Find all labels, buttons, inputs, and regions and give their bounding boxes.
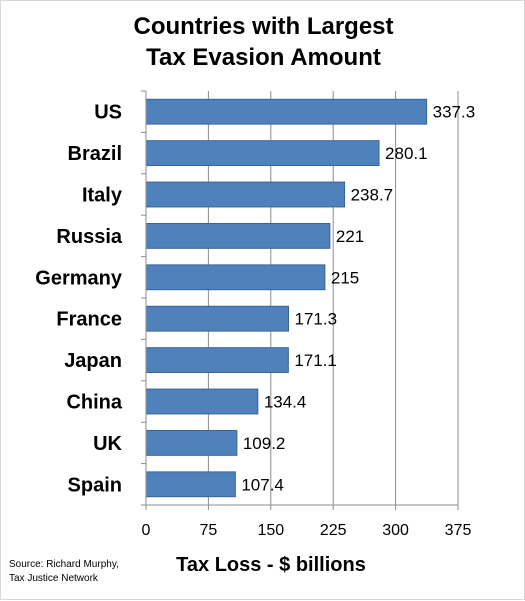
category-label-spain: Spain — [68, 474, 122, 496]
value-label-russia: 221 — [336, 227, 364, 246]
source-line-2: Tax Justice Network — [9, 573, 98, 584]
value-label-brazil: 280.1 — [385, 144, 428, 163]
bar-spain — [145, 471, 236, 498]
bar-italy — [145, 181, 346, 208]
x-tick-label-375: 375 — [445, 522, 472, 539]
category-label-france: France — [56, 309, 122, 331]
value-label-us: 337.3 — [433, 103, 476, 122]
value-label-uk: 109.2 — [243, 434, 286, 453]
x-tick-label-300: 300 — [382, 522, 409, 539]
bar-brazil — [145, 140, 380, 167]
category-label-italy: Italy — [82, 185, 123, 207]
value-label-germany: 215 — [331, 268, 359, 287]
labels: 0 75 150 225 300 375 US 337.3 Brazil 280.1 Italy 23… — [35, 102, 475, 539]
value-label-china: 134.4 — [264, 393, 307, 412]
x-tick-label-150: 150 — [257, 522, 284, 539]
axes — [141, 90, 459, 510]
bar-us — [145, 98, 428, 125]
category-label-germany: Germany — [35, 267, 123, 289]
source-line-1: Source: Richard Murphy, — [9, 559, 119, 570]
category-label-brazil: Brazil — [68, 143, 122, 165]
x-tick-label-0: 0 — [142, 522, 151, 539]
bar-france — [145, 305, 290, 332]
category-label-japan: Japan — [64, 350, 122, 372]
x-tick-label-75: 75 — [200, 522, 218, 539]
value-label-italy: 238.7 — [351, 186, 394, 205]
chart-title: Countries with Largest Tax Evasion Amoun… — [1, 11, 525, 73]
category-label-china: China — [66, 392, 122, 414]
value-label-japan: 171.1 — [294, 351, 337, 370]
chart-title-line-1: Countries with Largest — [133, 13, 394, 40]
category-label-us: US — [94, 102, 122, 124]
x-tick-label-225: 225 — [320, 522, 347, 539]
x-axis-title: Tax Loss - $ billions — [176, 554, 366, 576]
bar-japan — [145, 347, 289, 374]
bar-uk — [145, 429, 238, 456]
bar-russia — [145, 222, 331, 249]
category-label-russia: Russia — [56, 226, 122, 248]
bar-china — [145, 388, 259, 415]
source-note: Source: Richard Murphy, Tax Justice Netw… — [9, 558, 119, 586]
chart-title-line-2: Tax Evasion Amount — [146, 44, 381, 71]
value-label-spain: 107.4 — [241, 475, 284, 494]
value-label-france: 171.3 — [295, 310, 338, 329]
category-label-uk: UK — [93, 433, 122, 455]
bar-germany — [145, 264, 326, 291]
